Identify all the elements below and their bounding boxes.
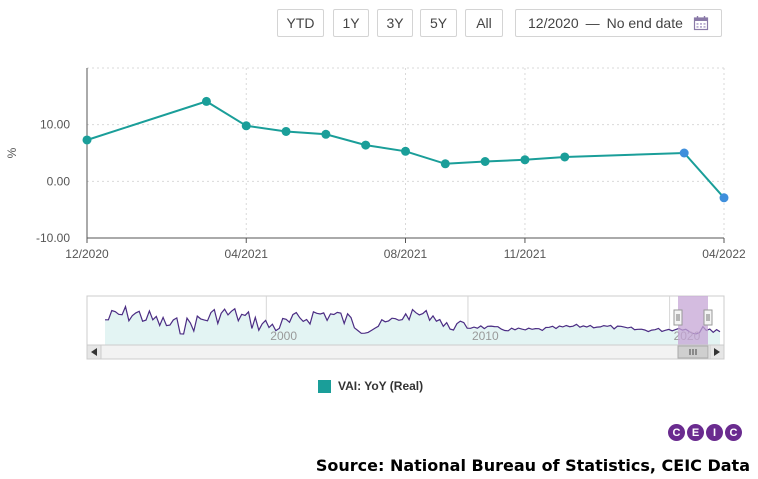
date-separator: — (585, 15, 600, 31)
range-3y-button[interactable]: 3Y (377, 9, 413, 37)
y-tick-label: 0.00 (47, 174, 71, 188)
navigator-area (105, 306, 720, 345)
data-point[interactable] (82, 135, 92, 145)
arrow-right-icon[interactable] (709, 344, 725, 360)
data-point[interactable] (440, 159, 450, 169)
date-start: 12/2020 (528, 15, 579, 31)
logo-letter: C (668, 424, 685, 441)
x-tick-label: 12/2020 (65, 247, 109, 261)
legend-swatch (318, 379, 331, 393)
logo-letter: I (706, 424, 723, 441)
x-ticks: 12/2020 04/2021 08/2021 11/2021 04/2022 (65, 238, 746, 261)
navigator-selected-window[interactable] (678, 296, 708, 345)
grip-icon[interactable] (677, 345, 709, 359)
data-point[interactable] (719, 193, 729, 203)
date-end: No end date (606, 15, 683, 31)
data-point[interactable] (321, 129, 331, 139)
data-point[interactable] (401, 146, 410, 156)
main-chart: % 10.000.00-10.00 12/2020 04/2021 08/2021 1… (5, 67, 746, 261)
logo-letter: E (687, 424, 704, 441)
y-axis-label: % (5, 147, 19, 158)
y-ticks: 10.00 0.00 -10.00 (36, 118, 70, 245)
data-point[interactable] (201, 96, 211, 106)
series-vai-yoy (82, 96, 729, 203)
x-tick-label: 08/2021 (384, 247, 428, 261)
data-point[interactable] (480, 157, 490, 166)
logo-letter: C (725, 424, 742, 441)
x-tick-label: 04/2021 (225, 247, 269, 261)
x-tick-label: 11/2021 (504, 247, 547, 261)
navigator-year-label: 2010 (472, 329, 499, 343)
navigator-line (105, 304, 721, 335)
navigator[interactable]: 200020102020 (0, 290, 758, 365)
arrow-left-icon[interactable] (86, 344, 102, 360)
range-ytd-button[interactable]: YTD (277, 9, 324, 37)
y-tick-label: -10.00 (36, 231, 70, 245)
navigator-right-handle[interactable] (703, 309, 713, 326)
y-tick-label: 10.00 (40, 118, 70, 132)
data-point[interactable] (520, 155, 530, 165)
navigator-year-label: 2000 (270, 329, 297, 343)
legend[interactable]: VAI: YoY (Real) (318, 379, 423, 393)
navigator-left-handle[interactable] (673, 309, 683, 326)
navigator-scrollbar-track[interactable] (86, 344, 725, 360)
data-point[interactable] (560, 152, 570, 162)
data-point[interactable] (679, 148, 689, 158)
range-all-button[interactable]: All (465, 9, 503, 37)
source-caption: Source: National Bureau of Statistics, C… (315, 456, 750, 475)
data-point[interactable] (281, 126, 291, 136)
date-range-picker[interactable]: 12/2020 — No end date (515, 9, 722, 37)
calendar-icon[interactable] (693, 15, 709, 31)
legend-label: VAI: YoY (Real) (338, 379, 424, 393)
range-1y-button[interactable]: 1Y (333, 9, 369, 37)
data-point[interactable] (361, 140, 371, 150)
data-point[interactable] (241, 121, 251, 131)
ceic-logo: C E I C (668, 424, 742, 441)
x-tick-label: 04/2022 (702, 247, 746, 261)
range-5y-button[interactable]: 5Y (420, 9, 457, 37)
